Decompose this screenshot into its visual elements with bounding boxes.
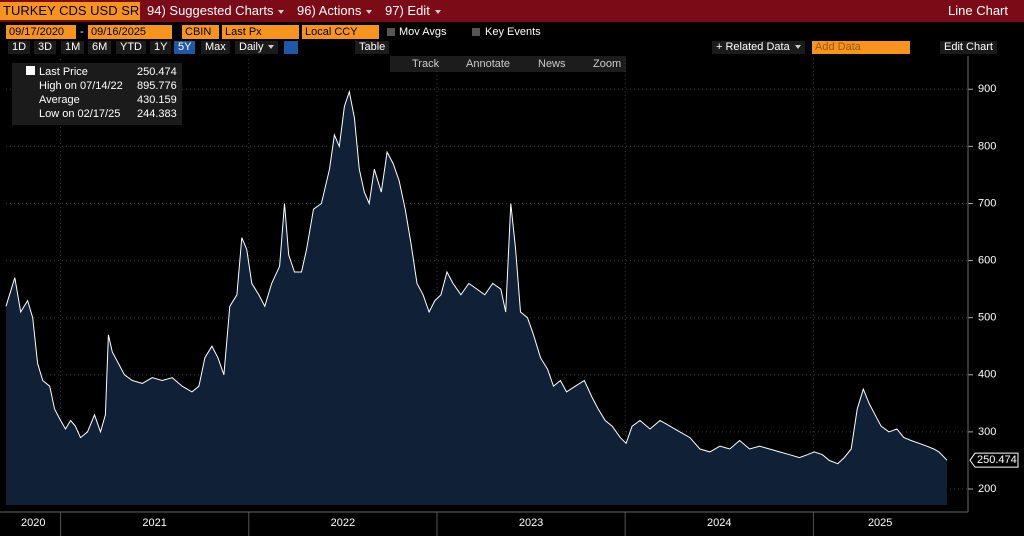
edit-chart[interactable]: Edit Chart: [940, 41, 997, 54]
y-tick-label: 400: [978, 369, 996, 381]
tool-bar: [390, 56, 626, 72]
range-button[interactable]: 1D: [8, 41, 31, 54]
legend: [12, 63, 182, 125]
range-button[interactable]: 6M: [88, 41, 112, 54]
last-price-tag: [969, 452, 1019, 468]
checkbox[interactable]: [387, 28, 395, 36]
icon[interactable]: [284, 41, 298, 54]
area: [6, 91, 947, 505]
x-tick-label: 2021: [142, 517, 166, 529]
y-tick-label: 600: [978, 254, 996, 266]
range-button[interactable]: 1Y: [150, 41, 172, 54]
y-tick-label: 200: [978, 483, 996, 495]
start-date[interactable]: 09/17/2020: [6, 25, 76, 39]
mov-avgs[interactable]: Mov Avgs: [399, 26, 447, 38]
security[interactable]: TURKEY CDS USD SR: [0, 2, 140, 20]
range-button[interactable]: Max: [201, 41, 230, 54]
x-tick-label: 2025: [868, 517, 892, 529]
legend-title: Last Price: [39, 66, 88, 78]
range-button[interactable]: 1M: [61, 41, 85, 54]
legend-swatch: [26, 66, 35, 75]
add-data[interactable]: Add Data: [812, 41, 910, 54]
legend-stat-label: High on 07/14/22: [39, 80, 123, 92]
date-separator: -: [80, 26, 84, 38]
range-button[interactable]: YTD: [116, 41, 146, 54]
end-date[interactable]: 09/16/2025: [88, 25, 172, 39]
currency[interactable]: Local CCY: [302, 25, 379, 39]
range-button[interactable]: 5Y: [174, 41, 196, 54]
key-events[interactable]: Key Events: [485, 26, 541, 38]
field[interactable]: Last Px: [222, 25, 299, 39]
table[interactable]: Table: [355, 41, 390, 54]
legend-stat-value: 244.383: [137, 108, 177, 120]
frequency[interactable]: Daily: [235, 41, 279, 54]
y-tick-label: 800: [978, 140, 996, 152]
range-button[interactable]: 3D: [34, 41, 57, 54]
legend-stat-value: 895.776: [137, 80, 177, 92]
line: [5, 89, 948, 465]
tool[interactable]: Zoom: [593, 58, 622, 70]
x-tick-label: 2024: [707, 517, 731, 529]
source[interactable]: CBIN: [182, 25, 219, 39]
x-tick-label: 2023: [519, 517, 543, 529]
chart-type: Line Chart: [948, 3, 1008, 18]
y-tick-label: 500: [978, 312, 996, 324]
legend-value: 250.474: [137, 66, 177, 78]
related-data[interactable]: + Related Data: [712, 41, 805, 54]
y-tick-label: 900: [978, 83, 996, 95]
legend-stat-value: 430.159: [137, 94, 177, 106]
tool[interactable]: News: [538, 58, 566, 70]
legend-stat-label: Average: [39, 94, 80, 106]
menu[interactable]: 94) Suggested Charts: [147, 2, 284, 20]
menu[interactable]: 96) Actions: [297, 2, 372, 20]
y-tick-label: 300: [978, 426, 996, 438]
checkbox[interactable]: [472, 28, 480, 36]
tool[interactable]: Track: [412, 58, 440, 70]
legend-stat-label: Low on 02/17/25: [39, 108, 121, 120]
y-tick-label: 700: [978, 197, 996, 209]
x-tick-label: 2020: [21, 517, 45, 529]
menu[interactable]: 97) Edit: [385, 2, 441, 20]
x-tick-label: 2022: [331, 517, 355, 529]
last-price-label: 250.474: [977, 454, 1017, 466]
tool[interactable]: Annotate: [466, 58, 511, 70]
chart: 200 300 400 500 600 700 800 900 2020 2021 2022 2023…: [0, 56, 1019, 536]
